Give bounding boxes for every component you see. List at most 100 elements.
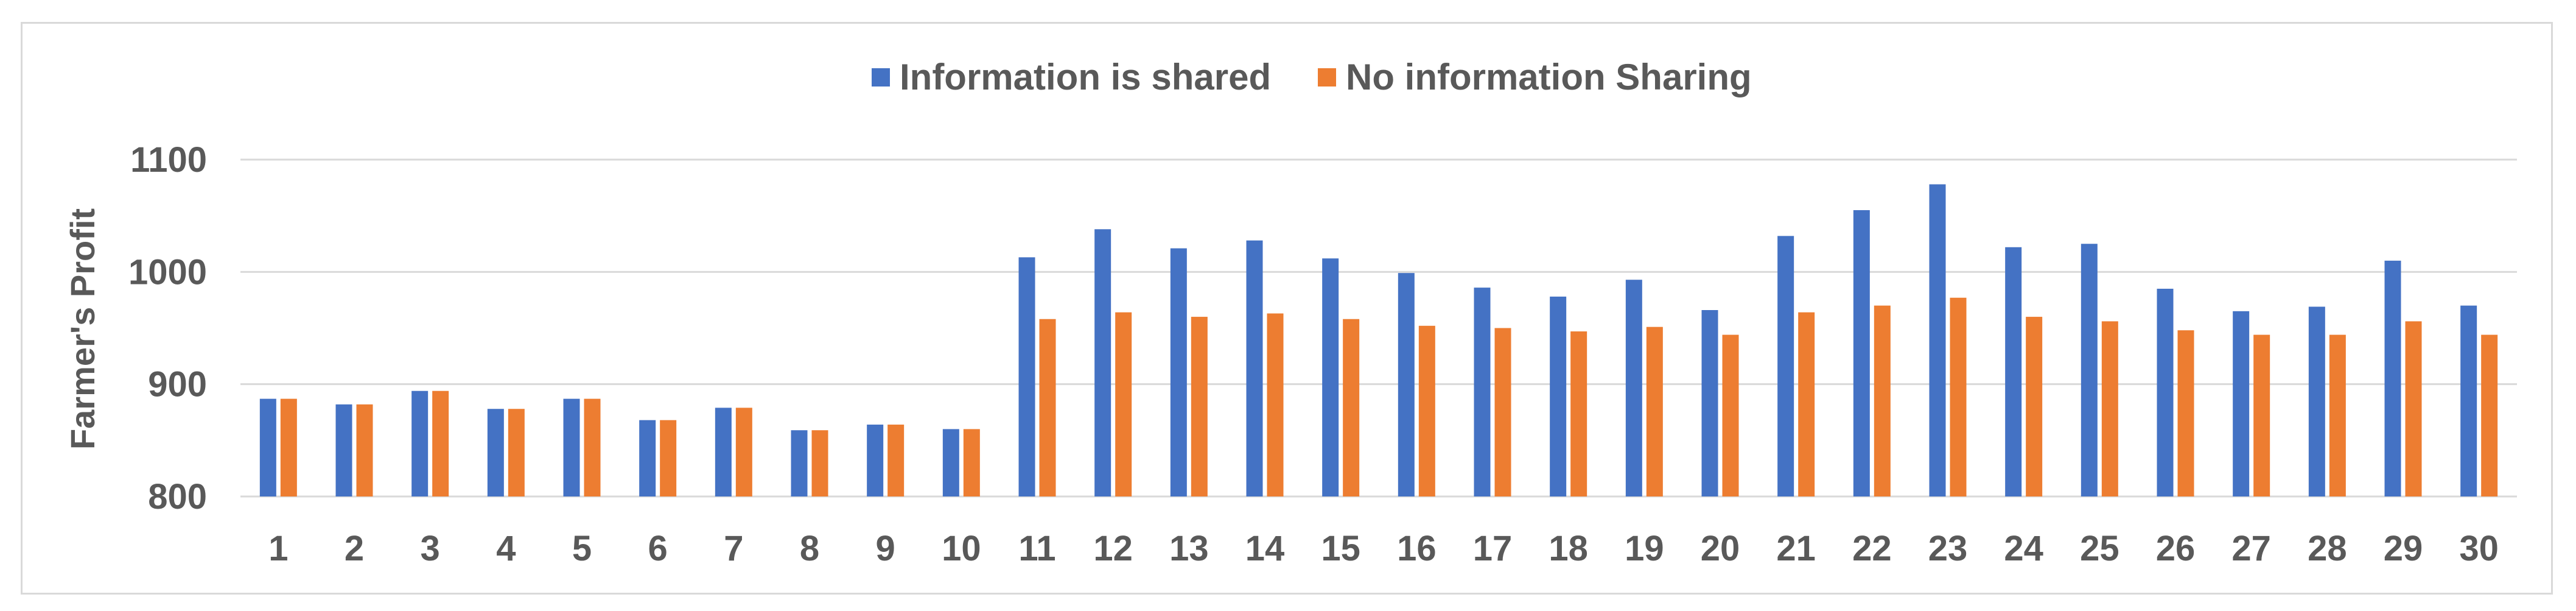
y-axis-title: Farmer's Profit <box>63 208 102 450</box>
x-tick-label: 8 <box>800 529 819 568</box>
bar-series-2-4 <box>508 409 525 496</box>
bar-series-2-24 <box>2026 317 2043 496</box>
x-tick-label: 10 <box>942 529 981 568</box>
bar-series-1-25 <box>2081 244 2098 496</box>
y-tick-label: 800 <box>148 477 207 517</box>
bar-series-2-9 <box>887 425 905 496</box>
y-tick-label: 1000 <box>128 252 207 292</box>
bar-series-1-14 <box>1246 240 1263 496</box>
x-tick-label: 3 <box>421 529 440 568</box>
x-tick-label: 22 <box>1852 529 1892 568</box>
legend-label-2: No information Sharing <box>1346 57 1752 97</box>
bar-series-2-26 <box>2177 330 2194 496</box>
x-tick-label: 30 <box>2459 529 2499 568</box>
bar-series-1-26 <box>2157 288 2174 496</box>
bar-series-2-17 <box>1494 328 1511 496</box>
bar-series-2-30 <box>2481 334 2498 496</box>
y-tick-label: 1100 <box>130 140 207 180</box>
bar-series-2-1 <box>280 398 297 496</box>
bar-series-1-9 <box>867 425 884 496</box>
x-axis-ticks: 1 2 3 4 5 6 7 8 9 10 11 12 13 14 15 16 17 18 19 20 21 22 23 24 2… <box>268 529 2499 568</box>
bar-series-1-10 <box>942 429 959 496</box>
bar-series-1-7 <box>715 408 732 496</box>
bar-series-1-27 <box>2233 311 2250 496</box>
y-tick-label: 900 <box>148 365 207 404</box>
bar-series-2-27 <box>2253 334 2270 496</box>
x-tick-label: 21 <box>1776 529 1816 568</box>
bar-series-2-3 <box>432 390 449 496</box>
bar-series-2-14 <box>1267 313 1284 496</box>
bar-series-2-16 <box>1418 325 1435 496</box>
bar-series-1-29 <box>2384 260 2401 496</box>
x-tick-label: 2 <box>345 529 364 568</box>
bar-series-2-8 <box>811 430 828 496</box>
legend-swatch-1 <box>872 68 890 87</box>
x-tick-label: 5 <box>572 529 592 568</box>
bar-series-2-5 <box>584 398 601 496</box>
legend-swatch-2 <box>1318 68 1336 87</box>
bar-series-1-11 <box>1018 257 1035 496</box>
bar-series-1-12 <box>1094 229 1111 496</box>
x-tick-label: 15 <box>1321 529 1360 568</box>
bars <box>259 184 2498 496</box>
x-tick-label: 9 <box>876 529 895 568</box>
x-tick-label: 17 <box>1473 529 1513 568</box>
x-tick-label: 4 <box>496 529 516 568</box>
bar-series-1-28 <box>2308 306 2325 496</box>
bar-series-2-10 <box>963 429 980 496</box>
bar-series-1-22 <box>1853 210 1870 496</box>
bar-series-2-29 <box>2405 321 2422 496</box>
gridlines <box>240 158 2517 498</box>
x-tick-label: 19 <box>1625 529 1664 568</box>
bar-series-1-23 <box>1929 184 1946 496</box>
bar-series-2-2 <box>356 404 373 496</box>
x-tick-label: 7 <box>724 529 743 568</box>
bar-series-2-28 <box>2329 334 2346 496</box>
bar-series-2-6 <box>660 420 677 496</box>
bar-series-2-22 <box>1874 305 1891 496</box>
bar-series-2-23 <box>1950 297 1967 496</box>
x-tick-label: 11 <box>1018 529 1055 568</box>
bar-series-1-3 <box>411 390 429 496</box>
x-tick-label: 1 <box>268 529 288 568</box>
bar-series-1-13 <box>1170 248 1187 496</box>
x-tick-label: 18 <box>1549 529 1588 568</box>
y-axis-ticks: 800 900 1000 1100 <box>128 140 207 517</box>
bar-series-1-24 <box>2005 247 2022 496</box>
bar-series-1-15 <box>1322 258 1339 496</box>
bar-series-1-16 <box>1398 273 1415 496</box>
bar-series-2-11 <box>1039 319 1056 496</box>
bar-series-1-30 <box>2460 305 2477 496</box>
bar-series-1-20 <box>1701 310 1718 496</box>
bar-series-2-19 <box>1646 327 1663 496</box>
x-tick-label: 27 <box>2231 529 2271 568</box>
x-tick-label: 20 <box>1701 529 1740 568</box>
bar-series-1-19 <box>1625 280 1642 496</box>
bar-series-2-12 <box>1115 312 1132 496</box>
legend-label-1: Information is shared <box>900 57 1271 97</box>
bar-series-1-21 <box>1777 236 1794 496</box>
bar-series-1-6 <box>639 420 656 496</box>
x-tick-label: 25 <box>2080 529 2119 568</box>
x-tick-label: 23 <box>1928 529 1968 568</box>
bar-series-2-25 <box>2101 321 2118 496</box>
bar-series-2-7 <box>735 408 752 496</box>
chart-frame <box>21 22 2553 595</box>
x-tick-label: 16 <box>1397 529 1437 568</box>
x-tick-label: 12 <box>1093 529 1133 568</box>
legend: Information is shared No information Shar… <box>872 57 1752 97</box>
bar-series-2-13 <box>1191 317 1208 496</box>
bar-series-1-8 <box>791 430 808 496</box>
bar-series-1-2 <box>335 404 352 496</box>
bar-series-1-1 <box>259 398 276 496</box>
bar-series-1-18 <box>1550 296 1567 496</box>
bar-series-2-15 <box>1343 319 1360 496</box>
bar-series-1-5 <box>563 398 580 496</box>
bar-series-2-20 <box>1722 334 1739 496</box>
bar-series-1-17 <box>1474 288 1491 496</box>
x-tick-label: 26 <box>2156 529 2196 568</box>
x-tick-label: 24 <box>2004 529 2043 568</box>
bar-series-2-18 <box>1570 331 1587 496</box>
x-tick-label: 13 <box>1169 529 1209 568</box>
